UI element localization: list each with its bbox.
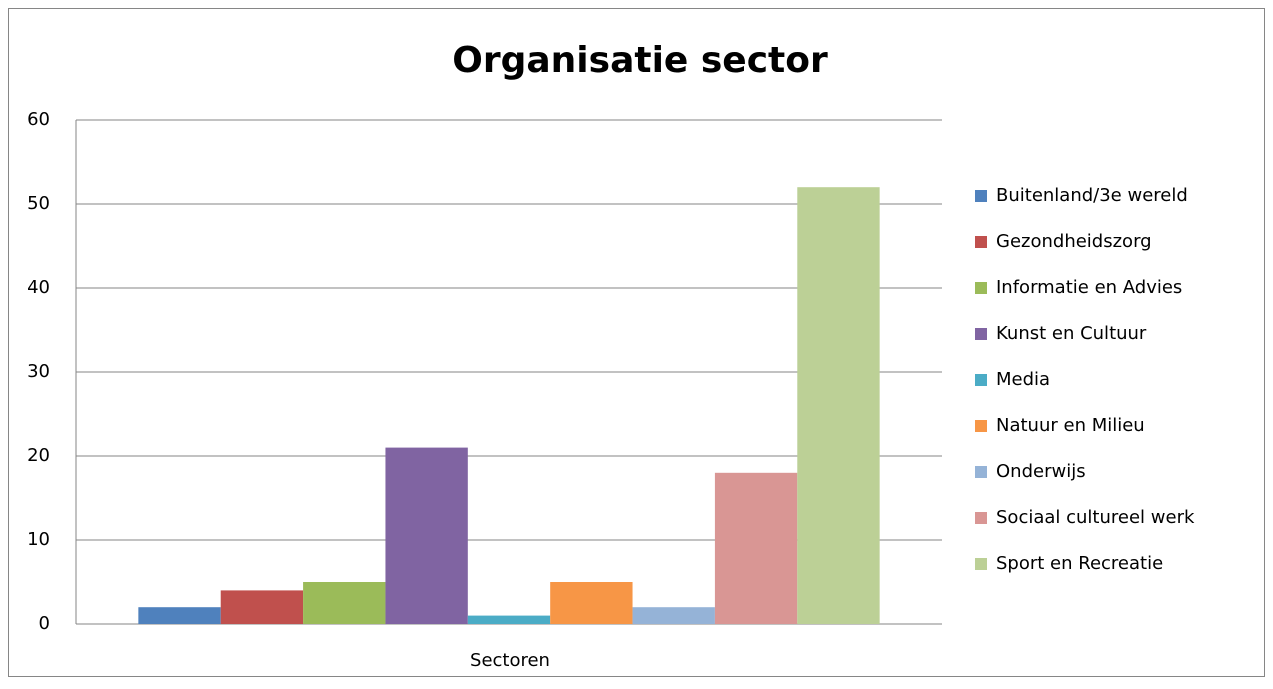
legend-swatch	[975, 236, 987, 248]
y-tick-label: 50	[27, 193, 50, 214]
x-axis-label: Sectoren	[470, 650, 550, 671]
legend-label: Media	[996, 369, 1050, 390]
legend-swatch	[975, 466, 987, 478]
legend-label: Gezondheidszorg	[996, 231, 1152, 252]
bar	[550, 582, 633, 624]
bar	[714, 472, 798, 624]
legend-swatch	[975, 420, 987, 432]
legend-swatch	[975, 374, 987, 386]
bar	[632, 607, 715, 624]
legend-label: Buitenland/3e wereld	[996, 185, 1188, 206]
bar	[303, 582, 386, 624]
legend-label: Sociaal cultureel werk	[996, 507, 1195, 528]
legend-swatch	[975, 558, 987, 570]
y-tick-label: 30	[27, 361, 50, 382]
bar	[138, 607, 221, 624]
legend-label: Onderwijs	[996, 461, 1086, 482]
legend-label: Kunst en Cultuur	[996, 323, 1147, 344]
bar	[797, 187, 880, 624]
y-tick-label: 20	[27, 445, 50, 466]
bar	[220, 590, 304, 624]
bar	[385, 447, 468, 624]
y-tick-label: 60	[27, 109, 50, 130]
legend-swatch	[975, 328, 987, 340]
y-tick-label: 0	[39, 613, 50, 634]
legend-label: Natuur en Milieu	[996, 415, 1145, 436]
legend-label: Sport en Recreatie	[996, 553, 1163, 574]
legend-swatch	[975, 282, 987, 294]
legend-label: Informatie en Advies	[996, 277, 1182, 298]
y-tick-label: 10	[27, 529, 50, 550]
y-tick-label: 40	[27, 277, 50, 298]
chart-title: Organisatie sector	[452, 40, 828, 81]
legend-swatch	[975, 190, 987, 202]
legend-swatch	[975, 512, 987, 524]
bar	[467, 615, 551, 624]
